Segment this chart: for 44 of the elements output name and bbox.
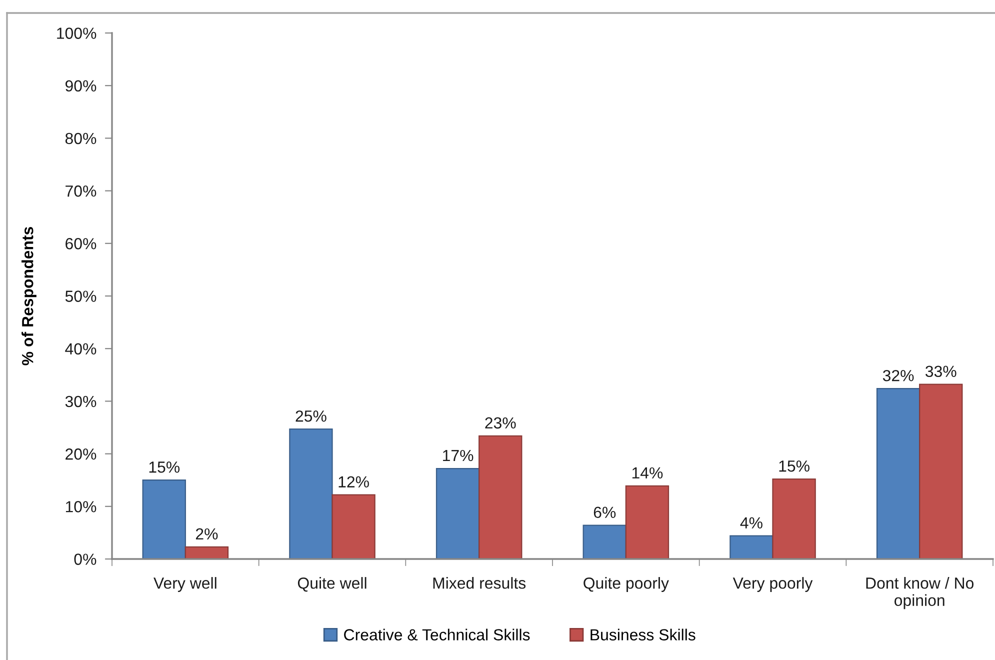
y-tick-label: 30%: [65, 396, 96, 408]
data-label: 32%: [882, 370, 914, 382]
x-tick-label: Very poorly: [732, 577, 813, 592]
y-tick-label: 60%: [66, 238, 96, 250]
x-tick-label: Mixed results: [433, 577, 526, 589]
bar: [919, 384, 963, 559]
bar: [436, 468, 480, 559]
x-tick-label: Dont know / No opinion: [866, 577, 974, 610]
y-tick-label: 90%: [66, 80, 96, 92]
data-label: 2%: [196, 528, 218, 540]
bar: [142, 480, 186, 559]
bar: [478, 435, 522, 559]
data-label: 17%: [443, 450, 474, 462]
y-axis-title: % of Respondents: [22, 226, 36, 366]
bar: [582, 524, 626, 559]
y-tick-label: 20%: [66, 448, 96, 460]
data-label: 12%: [338, 476, 369, 488]
legend-label: Creative & Technical Skills: [344, 628, 530, 640]
data-label: 6%: [594, 506, 616, 518]
data-label: 23%: [485, 417, 516, 429]
data-label: 25%: [296, 410, 326, 422]
y-tick-label: 10%: [66, 501, 96, 512]
y-tick-label: 70%: [66, 185, 96, 197]
data-label: 14%: [632, 467, 663, 478]
bar: [184, 546, 229, 559]
data-label: 33%: [926, 366, 956, 378]
y-tick-label: 40%: [65, 343, 96, 355]
bar: [625, 485, 670, 559]
bar: [730, 535, 774, 559]
x-tick-label: Quite poorly: [584, 577, 669, 592]
x-tick-label: Very well: [154, 577, 216, 592]
y-tick-label: 80%: [65, 132, 96, 144]
bar: [332, 494, 376, 559]
bar: [876, 388, 920, 559]
bar: [772, 478, 816, 559]
data-label: 4%: [740, 517, 762, 528]
data-label: 15%: [779, 460, 810, 472]
legend-label: Business Skills: [590, 628, 696, 640]
y-tick-label: 0%: [74, 554, 96, 565]
data-label: 15%: [149, 462, 180, 473]
x-tick-label: Quite well: [298, 577, 366, 592]
y-tick-label: 50%: [65, 290, 96, 302]
y-tick-label: 100%: [57, 28, 96, 39]
bar: [289, 428, 333, 559]
